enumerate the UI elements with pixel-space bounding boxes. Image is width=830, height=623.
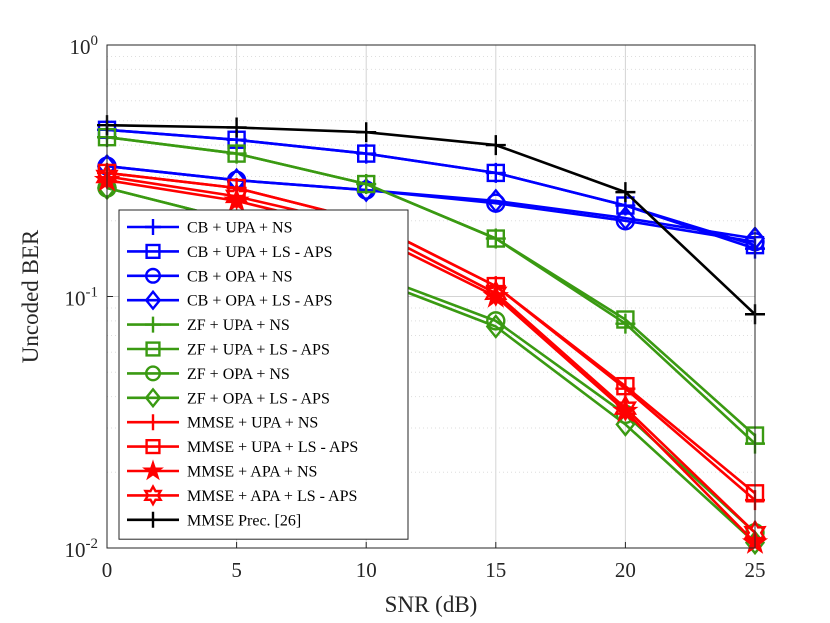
legend-entry: ZF + OPA + NS [127,365,290,383]
legend-entry: CB + OPA + LS - APS [127,289,333,311]
legend-label: MMSE Prec. [26] [187,512,301,529]
legend-entry: MMSE + UPA + LS - APS [127,439,358,456]
legend-entry: MMSE Prec. [26] [127,511,301,529]
y-tick-label: 10-2 [65,536,99,562]
legend-entry: MMSE + UPA + NS [127,414,318,432]
legend-label: CB + OPA + NS [187,268,293,285]
series-line [106,175,756,534]
series-line [106,123,756,316]
marker-hexagram [143,484,163,507]
legend-label: MMSE + UPA + NS [187,415,318,432]
marker-hexagram [613,394,638,422]
marker-plus [145,414,161,431]
marker-square [145,243,161,260]
legend-label: ZF + OPA + NS [187,366,290,383]
legend-entry: ZF + UPA + NS [127,316,290,334]
series-line [106,171,756,495]
legend-label: CB + UPA + LS - APS [187,244,333,261]
marker-square [357,144,376,163]
marker-circle [144,267,161,284]
marker-circle [144,365,161,382]
marker-square [486,229,505,248]
legend-entry: CB + OPA + NS [127,267,293,285]
legend-entry: ZF + UPA + LS - APS [127,341,330,359]
marker-star [482,282,509,308]
marker-square [227,144,246,163]
series-line [106,164,756,240]
legend-entry: ZF + OPA + LS - APS [127,387,330,409]
marker-diamond [615,205,636,231]
marker-hexagram [484,279,508,307]
series-line [106,178,756,544]
marker-star [612,397,639,423]
legend-entry: MMSE + APA + NS [127,459,317,481]
legend-label: ZF + OPA + LS - APS [187,390,330,407]
marker-plus [226,117,247,138]
marker-square [486,163,505,183]
legend-entry: CB + UPA + LS - APS [127,243,333,261]
marker-square [145,341,161,357]
legend-entry: CB + UPA + NS [127,219,293,237]
marker-star [142,459,164,481]
y-tick-label: 10-1 [65,285,99,311]
marker-plus [356,122,377,143]
y-axis-label: Uncoded BER [18,229,43,363]
marker-square [357,174,376,194]
marker-plus [615,313,636,334]
legend: CB + UPA + NS CB + UPA + LS - APS CB + OPA… [118,209,409,540]
legend-label: ZF + UPA + LS - APS [187,342,330,359]
legend-label: CB + OPA + LS - APS [187,293,333,310]
x-tick-label: 20 [615,558,636,582]
y-axis-ticks: 10-2 10-1 100 [65,33,113,562]
series-line [106,135,756,437]
marker-square [616,310,635,329]
marker-plus [615,182,636,203]
x-tick-label: 5 [231,558,242,582]
marker-plus [145,316,161,333]
x-axis-label: SNR (dB) [385,592,478,617]
legend-label: ZF + UPA + NS [187,317,290,334]
legend-label: MMSE + APA + LS - APS [187,488,357,505]
x-axis-ticks: 0 5 10 15 20 25 [102,542,766,582]
marker-hexagram [224,182,249,210]
marker-diamond [144,289,162,311]
legend-label: MMSE + APA + NS [187,464,317,481]
series-ZF + UPA + LS - APS [97,127,765,445]
marker-diamond [485,188,506,214]
marker-square [145,439,161,455]
legend-entry: MMSE + APA + LS - APS [127,484,357,507]
marker-diamond [144,387,162,409]
x-tick-label: 10 [356,558,377,582]
x-tick-label: 15 [485,558,506,582]
x-tick-label: 25 [745,558,766,582]
marker-plus [145,511,161,528]
marker-plus [485,135,506,156]
marker-diamond [485,314,506,339]
marker-plus [145,219,161,235]
legend-label: MMSE + UPA + LS - APS [187,439,358,456]
y-tick-label: 100 [70,33,99,59]
marker-diamond [615,412,636,437]
x-tick-label: 0 [102,558,113,582]
legend-label: CB + UPA + NS [187,220,293,237]
marker-circle [486,311,506,331]
marker-square [616,376,635,396]
